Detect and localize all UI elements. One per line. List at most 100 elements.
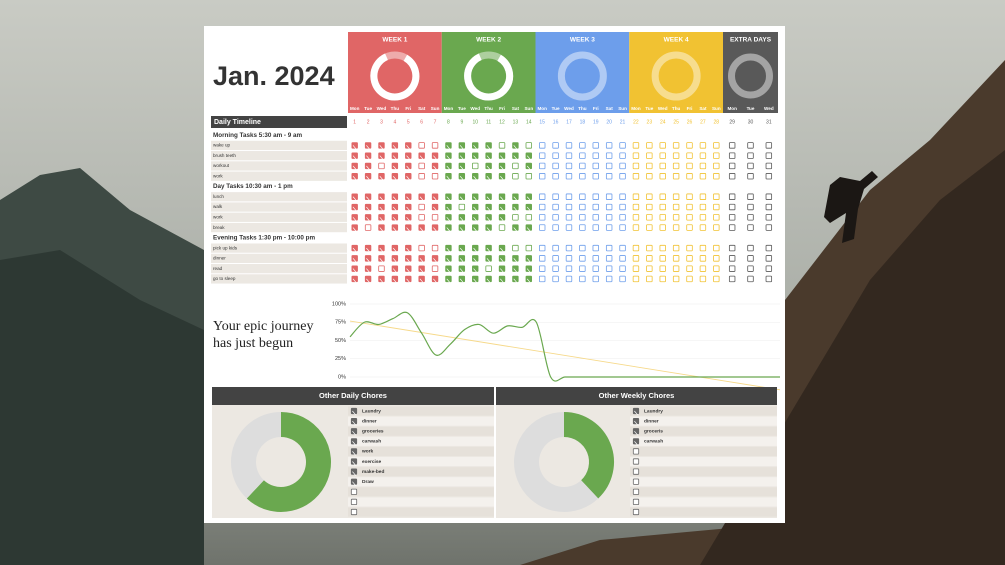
checkbox bbox=[350, 417, 358, 425]
y-tick-label: 25% bbox=[335, 356, 346, 362]
chore-label: carwash bbox=[644, 439, 663, 445]
task-cell bbox=[211, 243, 347, 253]
day-name: Thu bbox=[672, 106, 681, 111]
checkbox bbox=[445, 193, 452, 200]
checkbox bbox=[632, 255, 640, 262]
checkbox bbox=[525, 255, 533, 262]
check-mark bbox=[366, 268, 371, 274]
day-name: Sat bbox=[418, 106, 426, 111]
checkbox bbox=[672, 203, 680, 211]
week-label: WEEK 2 bbox=[476, 37, 501, 44]
check-mark bbox=[473, 155, 478, 161]
checkbox bbox=[699, 173, 707, 180]
day-number: 31 bbox=[766, 119, 772, 125]
checkbox bbox=[579, 255, 586, 262]
checkbox bbox=[646, 162, 653, 170]
checkbox bbox=[686, 275, 693, 283]
checkbox bbox=[472, 203, 479, 211]
task-name: work bbox=[213, 173, 223, 178]
chore-row bbox=[630, 457, 777, 467]
checkbox bbox=[552, 214, 559, 221]
check-mark bbox=[392, 258, 398, 263]
checkbox bbox=[431, 244, 439, 252]
check-mark bbox=[446, 258, 451, 263]
check-mark bbox=[513, 145, 518, 150]
checkbox bbox=[619, 214, 626, 221]
chore-row bbox=[348, 507, 494, 517]
chore-row bbox=[348, 487, 494, 497]
check-mark bbox=[352, 206, 357, 212]
check-mark bbox=[366, 196, 371, 202]
checkbox bbox=[747, 162, 754, 170]
checkbox bbox=[747, 203, 754, 211]
check-mark bbox=[526, 278, 531, 284]
check-mark bbox=[446, 247, 451, 253]
day-number: 19 bbox=[593, 119, 599, 125]
checkbox bbox=[364, 224, 372, 231]
check-mark bbox=[379, 247, 384, 253]
day-name: Sun bbox=[618, 106, 627, 111]
check-mark bbox=[526, 268, 531, 274]
checkbox bbox=[525, 142, 533, 149]
checkbox bbox=[713, 193, 720, 200]
check-mark bbox=[500, 175, 505, 181]
day-number: 25 bbox=[673, 119, 679, 125]
check-mark bbox=[473, 175, 478, 181]
check-mark bbox=[446, 227, 451, 232]
check-mark bbox=[406, 196, 411, 202]
check-mark bbox=[446, 155, 451, 161]
check-mark bbox=[433, 196, 438, 202]
checkbox bbox=[485, 152, 492, 159]
check-mark bbox=[486, 155, 491, 161]
checkbox bbox=[418, 224, 425, 231]
checkbox bbox=[765, 275, 773, 283]
checkbox bbox=[445, 275, 452, 283]
day-name: Tue bbox=[458, 106, 466, 111]
donut-slice bbox=[563, 412, 614, 499]
checkbox bbox=[391, 203, 399, 211]
week-header bbox=[441, 32, 536, 113]
day-name: Thu bbox=[484, 106, 493, 111]
day-number: 21 bbox=[620, 119, 626, 125]
checkbox bbox=[445, 142, 452, 149]
check-mark bbox=[392, 247, 398, 253]
checkbox bbox=[485, 142, 492, 149]
checkbox bbox=[472, 275, 479, 283]
chore-label: exercise bbox=[362, 459, 382, 465]
checkbox bbox=[418, 275, 425, 283]
check-mark bbox=[366, 206, 371, 212]
checkbox bbox=[445, 203, 452, 211]
week-ring bbox=[651, 51, 701, 101]
checkbox bbox=[458, 173, 466, 180]
checkbox bbox=[619, 255, 626, 262]
checkbox bbox=[405, 255, 412, 262]
day-name: Fri bbox=[593, 106, 599, 111]
panel-title: Other Weekly Chores bbox=[599, 391, 675, 400]
check-mark bbox=[473, 196, 478, 202]
checkbox bbox=[350, 468, 358, 475]
week-ring-fill bbox=[464, 51, 514, 101]
check-mark bbox=[352, 175, 357, 181]
check-mark bbox=[500, 278, 505, 284]
checkbox bbox=[619, 244, 626, 252]
chore-label: Laundry bbox=[644, 408, 663, 414]
checkbox bbox=[646, 275, 653, 283]
day-number: 23 bbox=[647, 119, 653, 125]
day-name: Mon bbox=[444, 106, 454, 111]
checkbox bbox=[445, 244, 452, 252]
checkbox bbox=[364, 152, 372, 159]
check-mark bbox=[352, 430, 357, 436]
task-cell bbox=[211, 140, 347, 151]
check-mark bbox=[634, 430, 639, 436]
checkbox bbox=[619, 162, 626, 170]
checkbox bbox=[538, 275, 546, 283]
day-name: Sat bbox=[606, 106, 614, 111]
task-name: walk bbox=[213, 204, 223, 209]
day-number: 2 bbox=[367, 119, 370, 125]
checkbox bbox=[713, 152, 720, 159]
task-name: brush teeth bbox=[213, 153, 236, 158]
checkbox bbox=[659, 224, 666, 231]
day-number: 1 bbox=[353, 119, 356, 125]
checkbox bbox=[538, 265, 546, 272]
checkbox bbox=[458, 214, 466, 221]
